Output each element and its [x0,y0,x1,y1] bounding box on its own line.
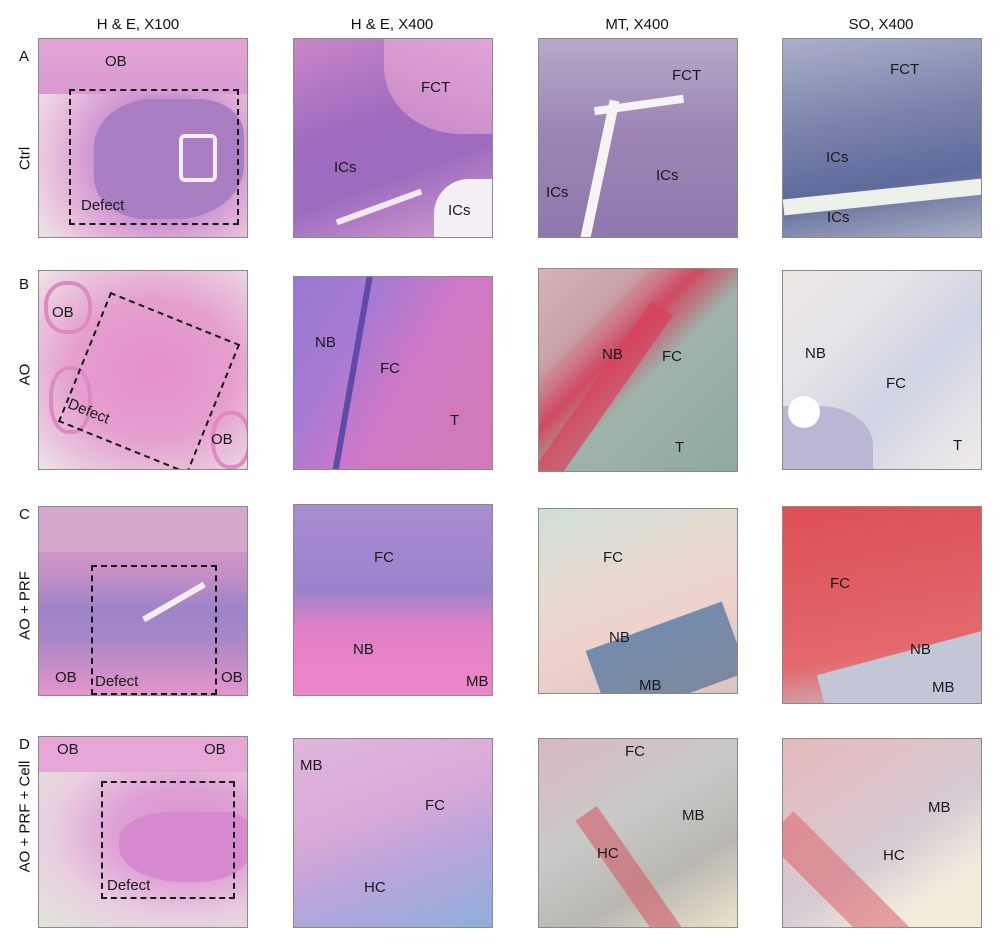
panel-a-so-400: FCT ICs ICs [782,38,982,238]
col-header-mt-400: MT, X400 [605,16,669,33]
panel-d-mt-400: FC MB HC [538,738,738,928]
bone-region [816,631,981,703]
label-defect: Defect [95,673,139,690]
label-fc: FC [374,549,394,566]
label-mb: MB [300,757,323,774]
label-mb: MB [928,799,951,816]
panel-d-he-100: OB OB Defect [38,736,248,928]
bone-ring [44,281,92,334]
label-fc: FC [662,348,682,365]
label-fc: FC [603,549,623,566]
defect-box [69,89,239,225]
panel-b-mt-400: NB FC T [538,268,738,472]
panel-c-he-400: FC NB MB [293,504,493,696]
label-ob: OB [105,53,127,70]
label-ics-1: ICs [334,159,357,176]
label-nb: NB [353,641,374,658]
label-t: T [953,437,963,454]
row-label-ao-prf-cell: AO + PRF + Cell [16,760,34,873]
panel-a-he-100: OB Defect [38,38,248,238]
white-gap [179,134,217,182]
red-band [539,300,673,471]
label-nb: NB [602,346,623,363]
nb-border [329,277,375,469]
panel-c-he-100: OB Defect OB [38,506,248,696]
white-crack [335,188,423,226]
label-t: T [675,439,685,456]
panel-c-mt-400: FC NB MB [538,508,738,694]
tissue-top [39,39,247,94]
panel-b-he-400: NB FC T [293,276,493,470]
label-nb: NB [910,641,931,658]
col-header-he-100: H & E, X100 [96,16,180,33]
label-fc: FC [425,797,445,814]
white-hole [788,396,820,428]
col-header-so-400: SO, X400 [848,16,914,33]
label-nb: NB [805,345,826,362]
label-mb: MB [932,679,955,696]
label-mb: MB [466,673,489,690]
tissue-mass [94,99,244,219]
bone-mass [119,812,247,882]
label-mb: MB [682,807,705,824]
label-hc: HC [883,847,905,864]
label-ics-1: ICs [826,149,849,166]
white-channel [783,178,981,216]
label-defect: Defect [107,877,151,894]
red-band [575,806,689,927]
row-letter-d: D [19,736,30,753]
red-band [783,811,921,927]
defect-box [101,781,235,899]
label-ob-2: OB [204,741,226,758]
label-ob-2: OB [221,669,243,686]
panel-d-so-400: MB HC [782,738,982,928]
panel-b-he-100: OB Defect OB [38,270,248,470]
panel-a-he-400: FCT ICs ICs [293,38,493,238]
label-ics-2: ICs [546,184,569,201]
label-ics-2: ICs [448,202,471,219]
panel-d-he-400: MB FC HC [293,738,493,928]
panel-b-so-400: NB FC T [782,270,982,470]
defect-box [91,565,217,695]
panel-c-so-400: FC NB MB [782,506,982,704]
label-fct: FCT [672,67,702,84]
col-header-he-400: H & E, X400 [350,16,434,33]
white-channel [578,99,620,237]
label-fct: FCT [421,79,451,96]
bone-ring [211,411,247,469]
label-fc: FC [830,575,850,592]
row-letter-c: C [19,506,30,523]
panel-a-mt-400: FCT ICs ICs [538,38,738,238]
label-fc: FC [625,743,645,760]
label-fct: FCT [890,61,920,78]
label-fc: FC [886,375,906,392]
white-channel [593,94,685,116]
label-fc: FC [380,360,400,377]
fibrous-layer [39,507,247,552]
label-ob-1: OB [52,304,74,321]
bone-ring [49,366,92,434]
label-hc: HC [364,879,386,896]
label-nb: NB [315,334,336,351]
bone-fragments [585,601,737,693]
white-gap [434,179,492,237]
row-label-ao: AO [16,363,34,386]
label-ics-2: ICs [827,209,850,226]
row-label-ctrl: Ctrl [16,146,34,171]
label-ob-1: OB [57,741,79,758]
bone-ridge [39,737,247,772]
label-t: T [450,412,460,429]
row-label-ao-prf: AO + PRF [16,571,34,640]
label-defect: Defect [81,197,125,214]
row-letter-b: B [19,276,30,293]
label-ob-2: OB [211,431,233,448]
row-letter-a: A [19,48,30,65]
label-nb: NB [609,629,630,646]
label-ob-1: OB [55,669,77,686]
label-ics-1: ICs [656,167,679,184]
label-hc: HC [597,845,619,862]
label-mb: MB [639,677,662,694]
